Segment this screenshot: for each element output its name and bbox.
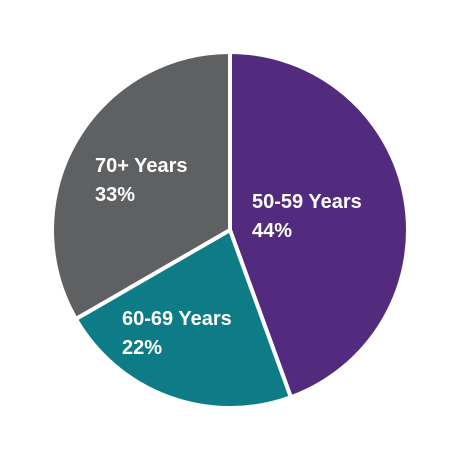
slice-label: 60-69 Years — [122, 308, 232, 330]
slice-value-label: 33% — [95, 184, 135, 206]
pie-slice — [50, 49, 232, 322]
pie-slice — [73, 227, 294, 410]
slice-value-label: 22% — [122, 337, 162, 359]
slice-value-label: 44% — [252, 220, 292, 242]
slice-label: 70+ Years — [95, 155, 188, 177]
pie-slice — [228, 49, 410, 400]
slice-label: 50-59 Years — [252, 191, 362, 213]
